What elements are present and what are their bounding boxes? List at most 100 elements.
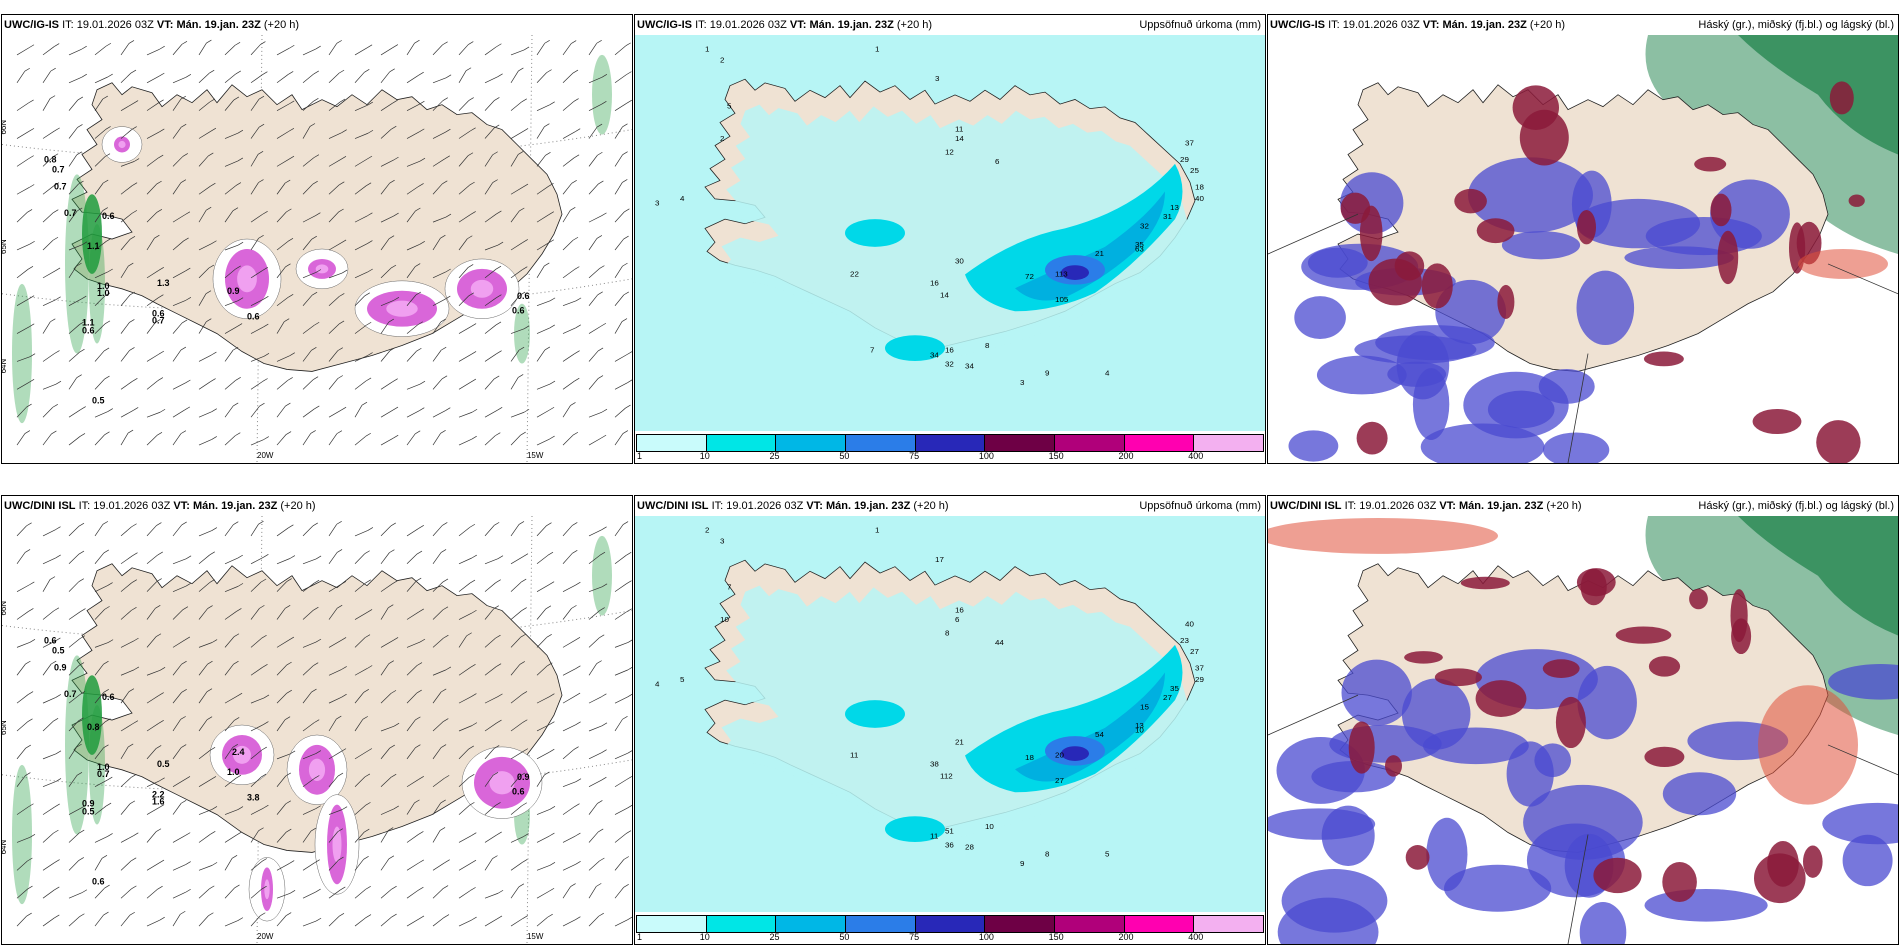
wind-barb-flag (598, 912, 604, 917)
wind-barb (224, 834, 237, 843)
wind-barb (510, 186, 524, 195)
wind-barb (510, 49, 525, 56)
wind-barb (432, 721, 444, 732)
accum-value-label: 21 (955, 738, 964, 747)
wind-barb (42, 270, 56, 279)
wind-barb (328, 272, 343, 279)
wind-barb-flag (156, 432, 163, 436)
wind-barb-flag (367, 527, 374, 531)
precip-legend: 1 10 25 50 75 100 150 200 400 (636, 915, 1264, 943)
wind-barb-flag (598, 180, 604, 185)
wind-barb (484, 637, 496, 648)
wind-barb-flag (418, 859, 424, 864)
wind-barb (536, 809, 551, 815)
wind-barb-flag (392, 378, 398, 382)
wind-barb (354, 132, 369, 139)
wind-barb-flag (211, 436, 217, 440)
wind-barb-flag (158, 350, 165, 355)
wind-barb-flag (258, 95, 265, 100)
wind-barb (302, 641, 317, 648)
wind-barb-flag (211, 527, 218, 531)
panel-dini-wind: UWC/DINI ISL IT: 19.01.2026 03Z VT: Mán.… (1, 495, 633, 945)
low-cloud (1340, 192, 1371, 224)
wind-barb-flag (622, 262, 628, 267)
accum-value-label: 16 (945, 346, 954, 355)
mid-cloud (1487, 390, 1555, 429)
wind-barb (198, 42, 207, 56)
precip-max (1061, 746, 1089, 761)
wind-barb (562, 749, 574, 760)
wind-barb (484, 834, 497, 843)
wind-barb-flag (129, 347, 135, 351)
wind-barb (146, 636, 157, 648)
wind-barb-flag (76, 772, 83, 776)
wind-barb-flag (389, 179, 395, 184)
wind-barb (198, 293, 207, 306)
wind-barb-flag (601, 74, 608, 78)
wind-barb (588, 155, 598, 167)
wind-barb (250, 556, 264, 565)
wind-barb (510, 751, 524, 760)
wind-barb (484, 608, 495, 620)
wind-barb-flag (544, 123, 550, 127)
wind-barb-flag (442, 522, 448, 526)
wind-barb (120, 555, 133, 565)
longitude-label: 15W (527, 932, 544, 941)
latitude-label: 64N (2, 840, 8, 855)
wind-barb-flag (415, 716, 421, 721)
precip-area (12, 764, 32, 905)
wind-barb (172, 558, 187, 565)
wind-barb-flag (622, 151, 628, 155)
wind-barb (68, 775, 78, 787)
wind-barb (328, 101, 341, 111)
wind-barb (562, 72, 574, 84)
wind-barb-flag (286, 689, 292, 694)
wind-barb-flag (627, 379, 632, 384)
wind-barb-flag (233, 660, 239, 665)
wind-barb (328, 640, 342, 648)
accum-value-label: 32 (945, 360, 954, 369)
wind-barb (432, 321, 442, 334)
wind-barb (146, 525, 157, 537)
wind-barb (614, 45, 626, 56)
accum-value-label: 16 (955, 606, 964, 615)
wind-barb (614, 611, 627, 620)
wind-barb (68, 746, 77, 760)
low-cloud (1497, 284, 1515, 319)
wind-barb (328, 43, 338, 56)
wind-barb (172, 433, 182, 446)
mid-cloud (1579, 902, 1627, 944)
wind-barb (198, 130, 212, 139)
wind-barb-flag (315, 805, 321, 810)
wind-barb-flag (364, 292, 370, 297)
wind-barb (588, 725, 603, 732)
wind-barb (380, 916, 392, 927)
low-cloud (1767, 840, 1799, 887)
legend-colorbar (636, 915, 1264, 933)
legend-swatch (915, 916, 986, 932)
wind-barb-flag (127, 429, 134, 434)
wind-barb (510, 918, 523, 927)
wind-barb (328, 584, 342, 592)
wind-barb (146, 48, 160, 56)
mid-cloud (1281, 868, 1388, 933)
precip-cell-core (308, 758, 326, 782)
wind-barb (224, 349, 234, 362)
wind-barb (94, 98, 104, 111)
wind-barb (250, 405, 260, 418)
wind-barb-flag (518, 374, 524, 378)
wind-barb (16, 102, 29, 111)
wind-barb-flag (521, 691, 528, 695)
legend-tick-label: 400 (1188, 932, 1204, 942)
accum-value-label: 3 (720, 537, 724, 546)
wind-barb (562, 835, 576, 843)
wind-barb-flag (337, 828, 343, 832)
wind-barb (510, 269, 523, 279)
wind-barb-flag (263, 295, 269, 300)
wind-barb (562, 327, 576, 334)
wind-barb (172, 409, 186, 418)
wind-barb (198, 608, 208, 620)
wind-barb-flag (440, 744, 447, 748)
wind-barb (276, 241, 289, 251)
wind-barb-flag (470, 351, 477, 355)
